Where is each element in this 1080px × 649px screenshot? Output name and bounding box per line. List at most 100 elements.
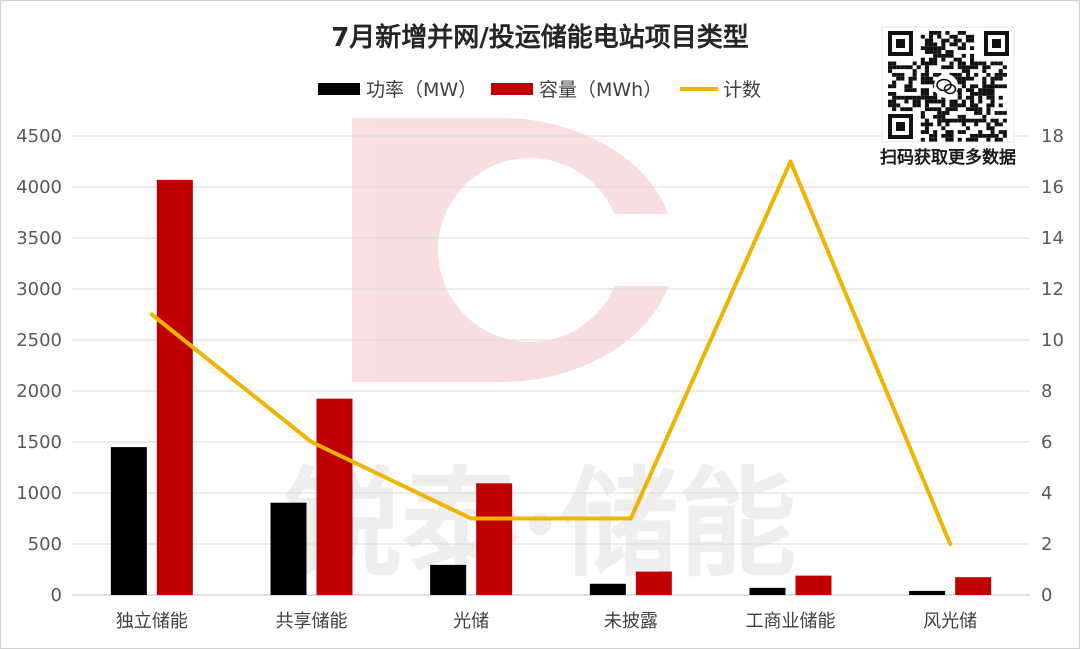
qr-module xyxy=(986,133,991,138)
qr-module xyxy=(961,76,966,81)
qr-module xyxy=(953,118,958,123)
qr-module xyxy=(961,80,966,85)
qr-module xyxy=(916,99,921,104)
qr-module xyxy=(982,69,987,73)
qr-module xyxy=(924,103,929,108)
qr-module xyxy=(924,95,929,100)
bar-capacity xyxy=(955,577,992,595)
qr-module xyxy=(924,80,929,85)
qr-module xyxy=(961,31,966,35)
qr-module xyxy=(888,92,893,96)
qr-module xyxy=(900,65,905,70)
qr-module xyxy=(965,95,970,100)
qr-module xyxy=(990,88,995,93)
category-label: 工商业储能 xyxy=(746,611,836,632)
qr-module xyxy=(974,92,979,96)
qr-module xyxy=(982,88,987,93)
qr-module xyxy=(970,84,975,89)
line-series xyxy=(149,159,953,546)
qr-module xyxy=(900,107,905,112)
qr-module xyxy=(982,114,987,119)
qr-module xyxy=(941,38,946,43)
qr-module xyxy=(957,61,962,66)
qr-code[interactable] xyxy=(881,26,1015,143)
qr-module xyxy=(978,99,983,104)
qr-module xyxy=(924,107,929,112)
qr-module xyxy=(970,107,975,112)
qr-module xyxy=(912,88,917,93)
qr-module xyxy=(937,72,942,77)
qr-module xyxy=(990,133,995,138)
qr-module xyxy=(974,103,979,108)
qr-finder-top-right xyxy=(984,31,1009,56)
qr-module xyxy=(888,69,893,73)
qr-module xyxy=(961,118,966,123)
bar-power xyxy=(110,447,147,595)
qr-module xyxy=(957,57,962,62)
qr-module xyxy=(896,103,901,108)
qr-module xyxy=(904,95,909,100)
right-tick-label: 14 xyxy=(1041,228,1064,249)
qr-module xyxy=(965,38,970,43)
qr-module xyxy=(961,122,966,127)
wechat-icon xyxy=(934,74,958,98)
qr-module xyxy=(982,80,987,85)
qr-module xyxy=(933,107,938,112)
qr-module xyxy=(994,111,999,115)
qr-module xyxy=(957,46,962,51)
qr-module xyxy=(937,111,942,115)
qr-module xyxy=(888,99,893,104)
qr-module xyxy=(945,53,950,58)
qr-module xyxy=(937,46,942,51)
qr-module xyxy=(961,130,966,134)
bar-capacity xyxy=(795,575,832,595)
right-tick-label: 2 xyxy=(1041,534,1052,555)
qr-module xyxy=(986,126,991,131)
qr-module xyxy=(937,99,942,104)
qr-module xyxy=(892,92,897,96)
qr-module xyxy=(978,107,983,112)
qr-module xyxy=(933,42,938,47)
right-tick-label: 6 xyxy=(1041,432,1052,453)
qr-module xyxy=(957,72,962,77)
qr-module xyxy=(970,92,975,96)
qr-module xyxy=(941,133,946,138)
qr-module xyxy=(949,107,954,112)
qr-module xyxy=(941,111,946,115)
qr-module xyxy=(900,72,905,77)
qr-module xyxy=(908,80,913,85)
qr-module xyxy=(904,65,909,70)
qr-module xyxy=(916,103,921,108)
qr-module xyxy=(924,65,929,70)
qr-module xyxy=(953,57,958,62)
left-axis: 0 500 1000 1500 2000 2500 3000 3500 4000 4500 xyxy=(16,126,62,606)
qr-module xyxy=(920,46,925,51)
qr-module xyxy=(982,61,987,66)
qr-module xyxy=(912,76,917,81)
qr-module xyxy=(974,107,979,112)
qr-module xyxy=(933,92,938,96)
qr-module xyxy=(978,88,983,93)
qr-module xyxy=(941,42,946,47)
qr-module xyxy=(937,118,942,123)
qr-module xyxy=(892,95,897,100)
qr-module xyxy=(920,80,925,85)
qr-module xyxy=(900,95,905,100)
qr-module xyxy=(957,76,962,81)
qr-module xyxy=(941,57,946,62)
right-tick-label: 4 xyxy=(1041,483,1052,504)
qr-module xyxy=(937,122,942,127)
qr-module xyxy=(933,61,938,66)
qr-module xyxy=(888,61,893,66)
qr-module xyxy=(924,126,929,131)
qr-module xyxy=(1002,111,1007,115)
qr-module xyxy=(957,31,962,35)
qr-module xyxy=(933,46,938,51)
qr-module xyxy=(908,107,913,112)
qr-module xyxy=(953,72,958,77)
gridlines xyxy=(72,135,1030,596)
qr-module xyxy=(924,118,929,123)
qr-module xyxy=(965,72,970,77)
qr-module xyxy=(929,34,934,39)
